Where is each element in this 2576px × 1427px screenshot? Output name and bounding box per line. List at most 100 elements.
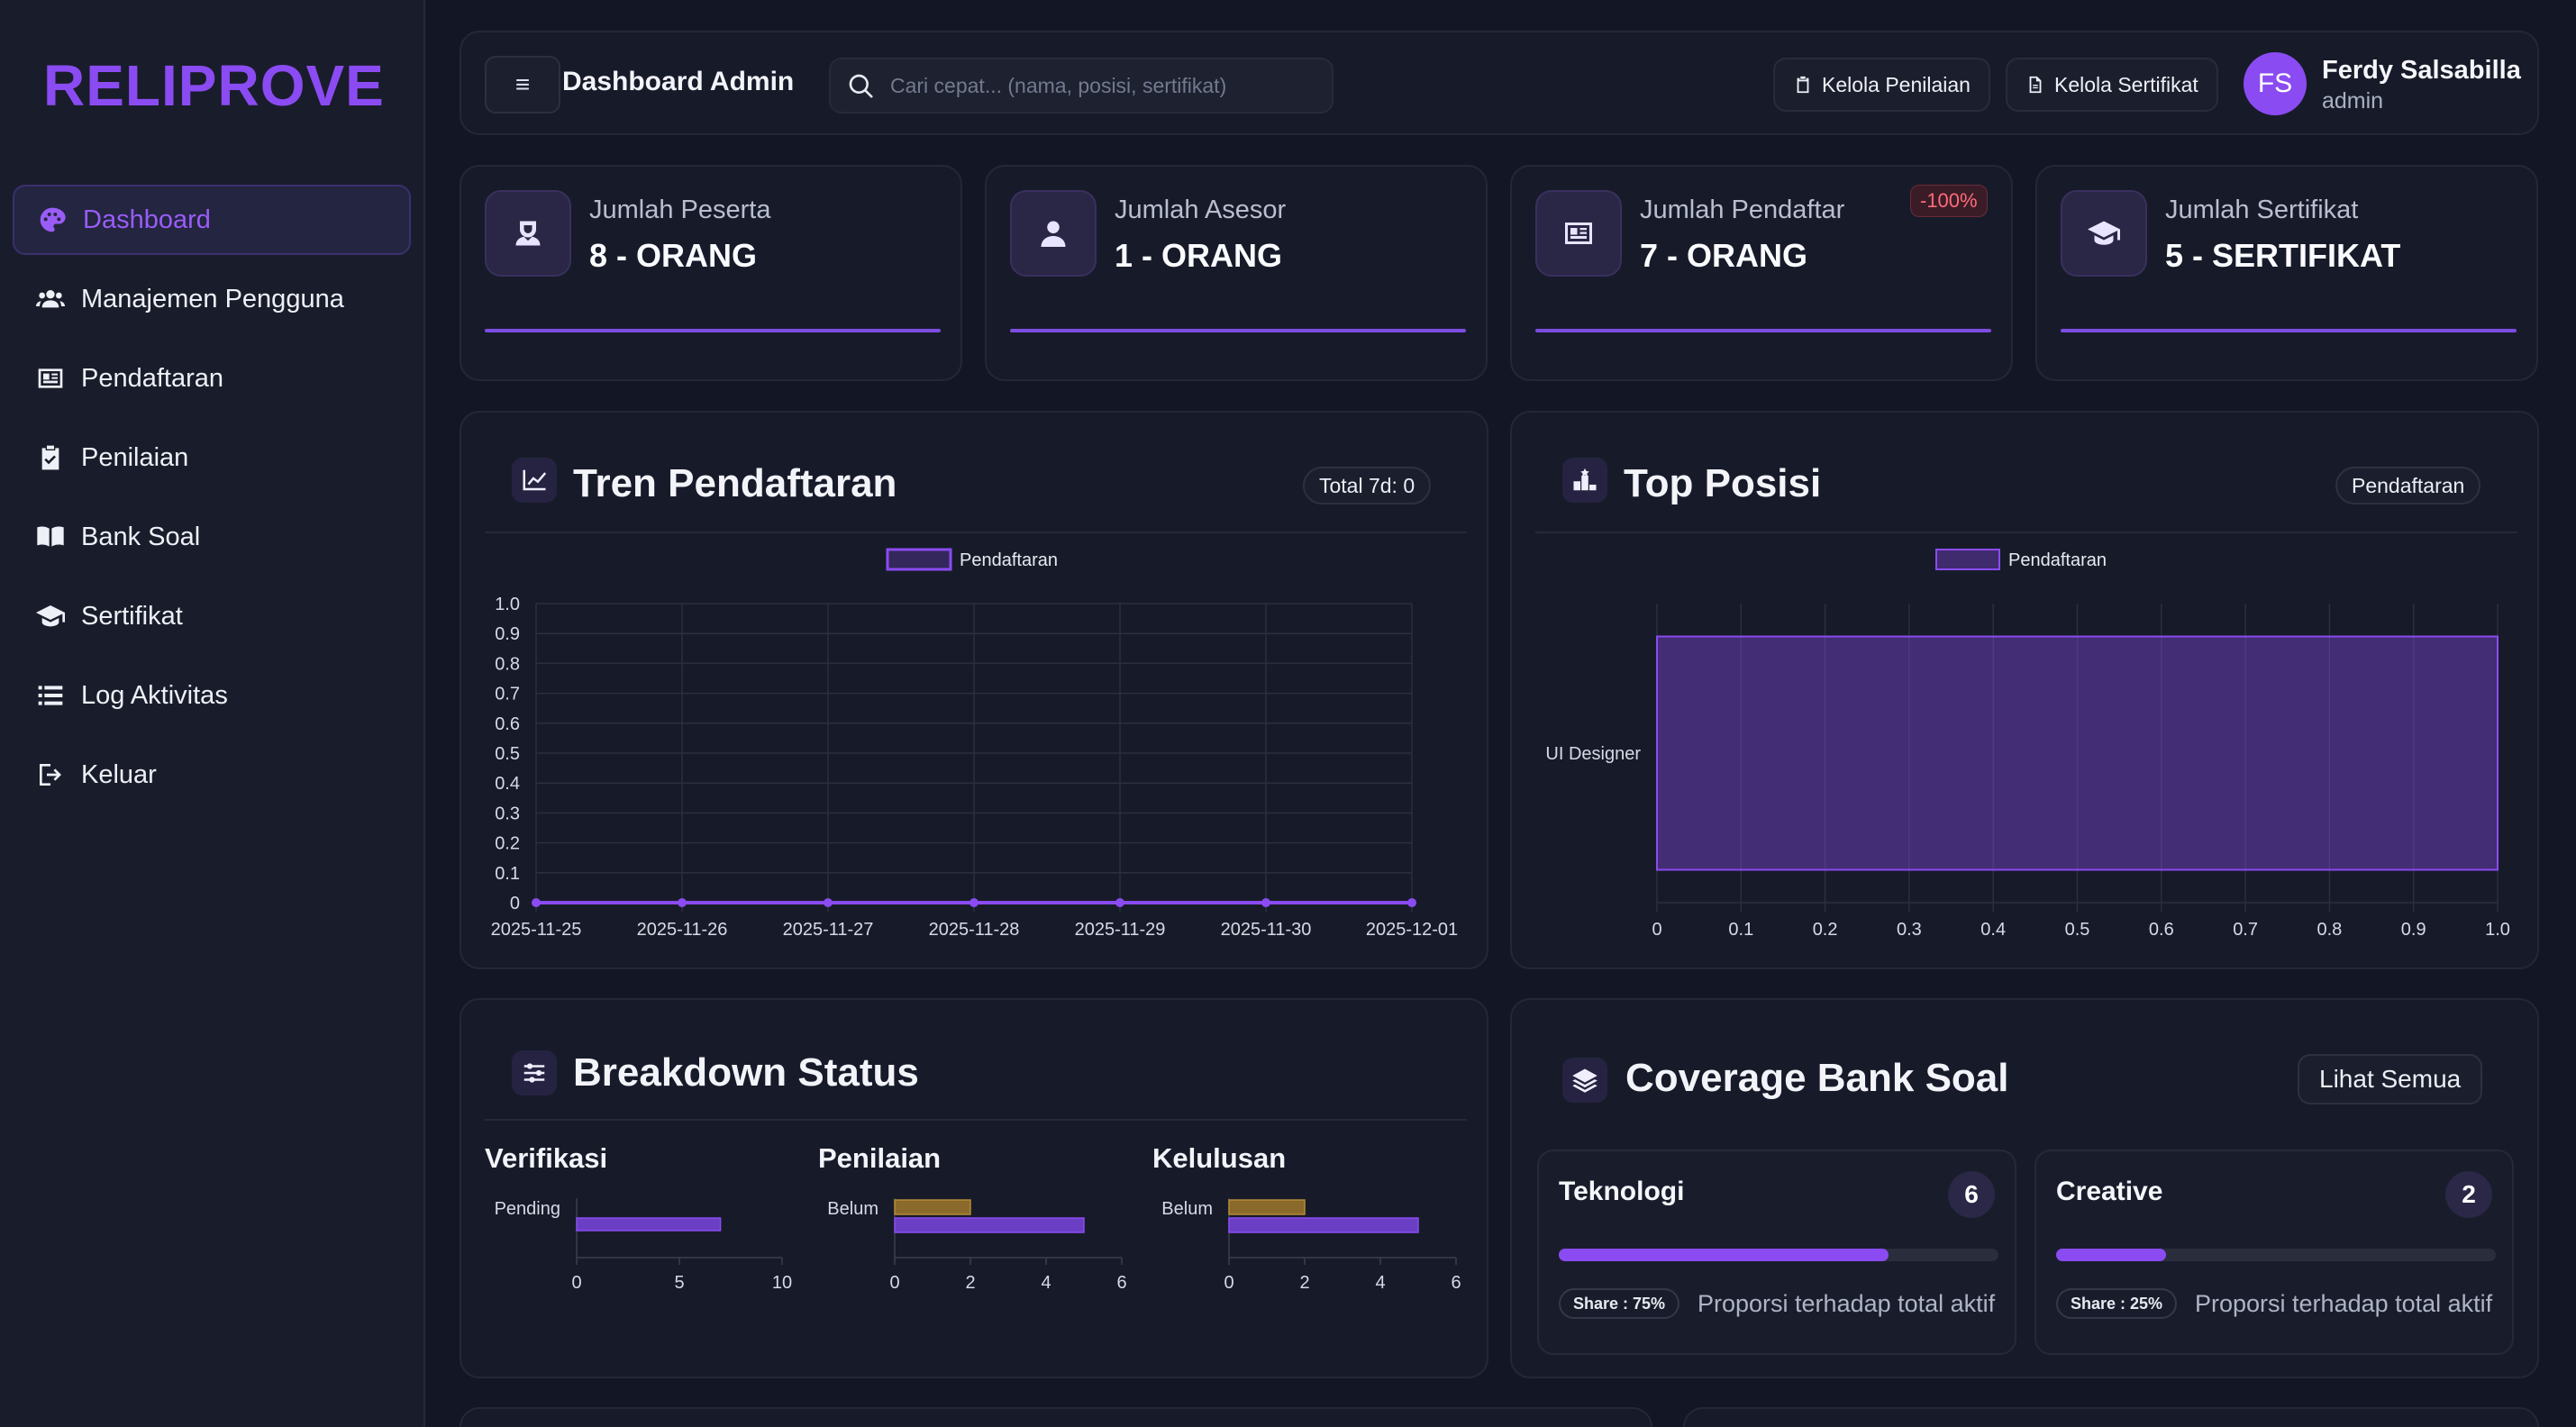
x-tick-label: 0 bbox=[1652, 920, 1661, 940]
x-tick-label: 0.3 bbox=[1897, 920, 1922, 940]
breakdown-title: Breakdown Status bbox=[573, 1050, 919, 1095]
stat-card-peserta: Jumlah Peserta 8 - ORANG bbox=[460, 165, 962, 381]
x-tick-label: 0.4 bbox=[1980, 920, 2006, 940]
x-tick-label: 0 bbox=[889, 1273, 899, 1293]
sidebar-item-label: Bank Soal bbox=[81, 522, 201, 551]
stat-label: Jumlah Asesor bbox=[1115, 195, 1287, 224]
search-icon bbox=[849, 74, 873, 98]
bottom-card-left bbox=[460, 1407, 1652, 1427]
top-posisi-card: Top Posisi Pendaftaran Pendaftaran 0 0.1 0.… bbox=[1510, 411, 2539, 969]
sidebar-item-bank-soal[interactable]: Bank Soal bbox=[13, 502, 411, 572]
stat-underline bbox=[2061, 329, 2517, 332]
stat-card-sertifikat: Jumlah Sertifikat 5 - SERTIFIKAT bbox=[2035, 165, 2538, 381]
sidebar-item-pendaftaran[interactable]: Pendaftaran bbox=[13, 343, 411, 414]
top-posisi-title: Top Posisi bbox=[1624, 461, 1822, 505]
y-tick-label: 0.5 bbox=[495, 744, 520, 764]
y-tick-label: 1.0 bbox=[495, 595, 520, 614]
x-tick-label: 0.6 bbox=[2149, 920, 2174, 940]
bar bbox=[1656, 635, 2499, 871]
x-tick-label: 0.1 bbox=[1728, 920, 1753, 940]
kelola-sertifikat-button[interactable]: Kelola Sertifikat bbox=[2006, 58, 2218, 112]
y-tick-label: UI Designer bbox=[1545, 744, 1641, 764]
chart-line-icon bbox=[512, 458, 557, 503]
legend-swatch bbox=[1935, 549, 2000, 570]
sidebar-item-label: Log Aktivitas bbox=[81, 680, 228, 710]
user-role: admin bbox=[2322, 88, 2384, 114]
legend-label: Pendaftaran bbox=[2008, 550, 2107, 570]
sidebar-item-label: Manajemen Pengguna bbox=[81, 284, 344, 314]
sidebar-item-manajemen-pengguna[interactable]: Manajemen Pengguna bbox=[13, 264, 411, 334]
users-icon bbox=[34, 283, 67, 315]
x-tick-label: 2025-11-27 bbox=[783, 920, 874, 940]
stat-label: Jumlah Pendaftar bbox=[1640, 195, 1845, 224]
y-tick-label: Pending bbox=[495, 1199, 560, 1219]
file-icon bbox=[2029, 76, 2042, 94]
x-tick-label: 0.8 bbox=[2317, 920, 2342, 940]
coverage-share-badge: Share : 75% bbox=[1559, 1288, 1680, 1319]
sidebar-item-label: Pendaftaran bbox=[81, 363, 224, 393]
menu-toggle-button[interactable]: ≡ bbox=[485, 56, 560, 114]
sidebar-item-dashboard[interactable]: Dashboard bbox=[13, 185, 411, 255]
hamburger-icon: ≡ bbox=[514, 70, 531, 98]
x-tick-label: 4 bbox=[1375, 1273, 1385, 1293]
layers-icon bbox=[1562, 1058, 1607, 1103]
x-tick-label: 2025-11-28 bbox=[929, 920, 1020, 940]
brand-logo: RELIPROVE bbox=[43, 53, 385, 118]
total-7d-badge: Total 7d: 0 bbox=[1303, 467, 1432, 504]
bar bbox=[576, 1217, 722, 1232]
coverage-card-title: Creative bbox=[2056, 1177, 2163, 1206]
sidebar-item-label: Dashboard bbox=[83, 205, 211, 234]
graduation-cap-icon bbox=[2061, 190, 2147, 277]
x-tick-label: 0 bbox=[571, 1273, 581, 1293]
x-tick-label: 6 bbox=[1116, 1273, 1126, 1293]
x-tick-label: 2 bbox=[965, 1273, 975, 1293]
stat-value: 1 - ORANG bbox=[1115, 237, 1283, 274]
stat-label: Jumlah Sertifikat bbox=[2165, 195, 2359, 224]
book-open-icon bbox=[34, 521, 67, 553]
sidebar-nav: Dashboard Manajemen Pengguna Pendaftaran… bbox=[13, 185, 411, 819]
coverage-card-title: Teknologi bbox=[1559, 1177, 1685, 1206]
coverage-desc: Proporsi terhadap total aktif bbox=[1698, 1290, 1996, 1317]
clipboard-check-icon bbox=[34, 441, 67, 474]
pendaftaran-badge: Pendaftaran bbox=[2335, 467, 2481, 504]
y-tick-label: 0.8 bbox=[495, 654, 520, 674]
coverage-progress-fill bbox=[2056, 1249, 2166, 1261]
sidebar-item-label: Keluar bbox=[81, 759, 157, 789]
y-tick-label: 0.6 bbox=[495, 714, 520, 734]
graduation-cap-icon bbox=[34, 600, 67, 632]
x-tick-label: 5 bbox=[674, 1273, 684, 1293]
data-point bbox=[532, 898, 541, 907]
kelola-penilaian-label: Kelola Penilaian bbox=[1822, 72, 1971, 96]
divider bbox=[485, 1119, 1467, 1121]
coverage-count-badge: 6 bbox=[1948, 1171, 1995, 1218]
palette-icon bbox=[36, 204, 68, 236]
x-tick-label: 2025-11-30 bbox=[1221, 920, 1312, 940]
x-tick-label: 2 bbox=[1299, 1273, 1309, 1293]
stat-card-pendaftar: Jumlah Pendaftar 7 - ORANG -100% bbox=[1510, 165, 2013, 381]
data-point bbox=[1261, 898, 1270, 907]
stat-value: 8 - ORANG bbox=[589, 237, 758, 274]
kelola-penilaian-button[interactable]: Kelola Penilaian bbox=[1773, 58, 1990, 112]
y-tick-label: 0.4 bbox=[495, 774, 520, 794]
sidebar-item-keluar[interactable]: Keluar bbox=[13, 740, 411, 810]
x-tick-label: 0 bbox=[1224, 1273, 1233, 1293]
coverage-title: Coverage Bank Soal bbox=[1625, 1056, 2009, 1100]
lihat-semua-button[interactable]: Lihat Semua bbox=[2298, 1054, 2483, 1104]
avatar[interactable]: FS bbox=[2244, 52, 2307, 115]
sidebar: RELIPROVE Dashboard Manajemen Pengguna P… bbox=[0, 0, 425, 1427]
legend-swatch bbox=[886, 548, 952, 571]
x-tick-label: 2025-11-25 bbox=[491, 920, 582, 940]
sliders-icon bbox=[512, 1050, 557, 1095]
user-name: Ferdy Salsabilla bbox=[2322, 56, 2521, 85]
stat-value: 7 - ORANG bbox=[1640, 237, 1808, 274]
sidebar-item-penilaian[interactable]: Penilaian bbox=[13, 423, 411, 493]
coverage-progress bbox=[1559, 1249, 1998, 1261]
sidebar-item-log-aktivitas[interactable]: Log Aktivitas bbox=[13, 660, 411, 731]
search-input[interactable]: Cari cepat... (nama, posisi, sertifikat) bbox=[829, 58, 1334, 114]
data-point bbox=[1115, 898, 1124, 907]
x-tick-label: 2025-12-01 bbox=[1366, 920, 1458, 940]
y-tick-label: Belum bbox=[1161, 1199, 1213, 1219]
breakdown-status-card: Breakdown Status Verifikasi Penilaian Ke… bbox=[460, 998, 1488, 1378]
data-point bbox=[1407, 898, 1416, 907]
sidebar-item-sertifikat[interactable]: Sertifikat bbox=[13, 581, 411, 651]
